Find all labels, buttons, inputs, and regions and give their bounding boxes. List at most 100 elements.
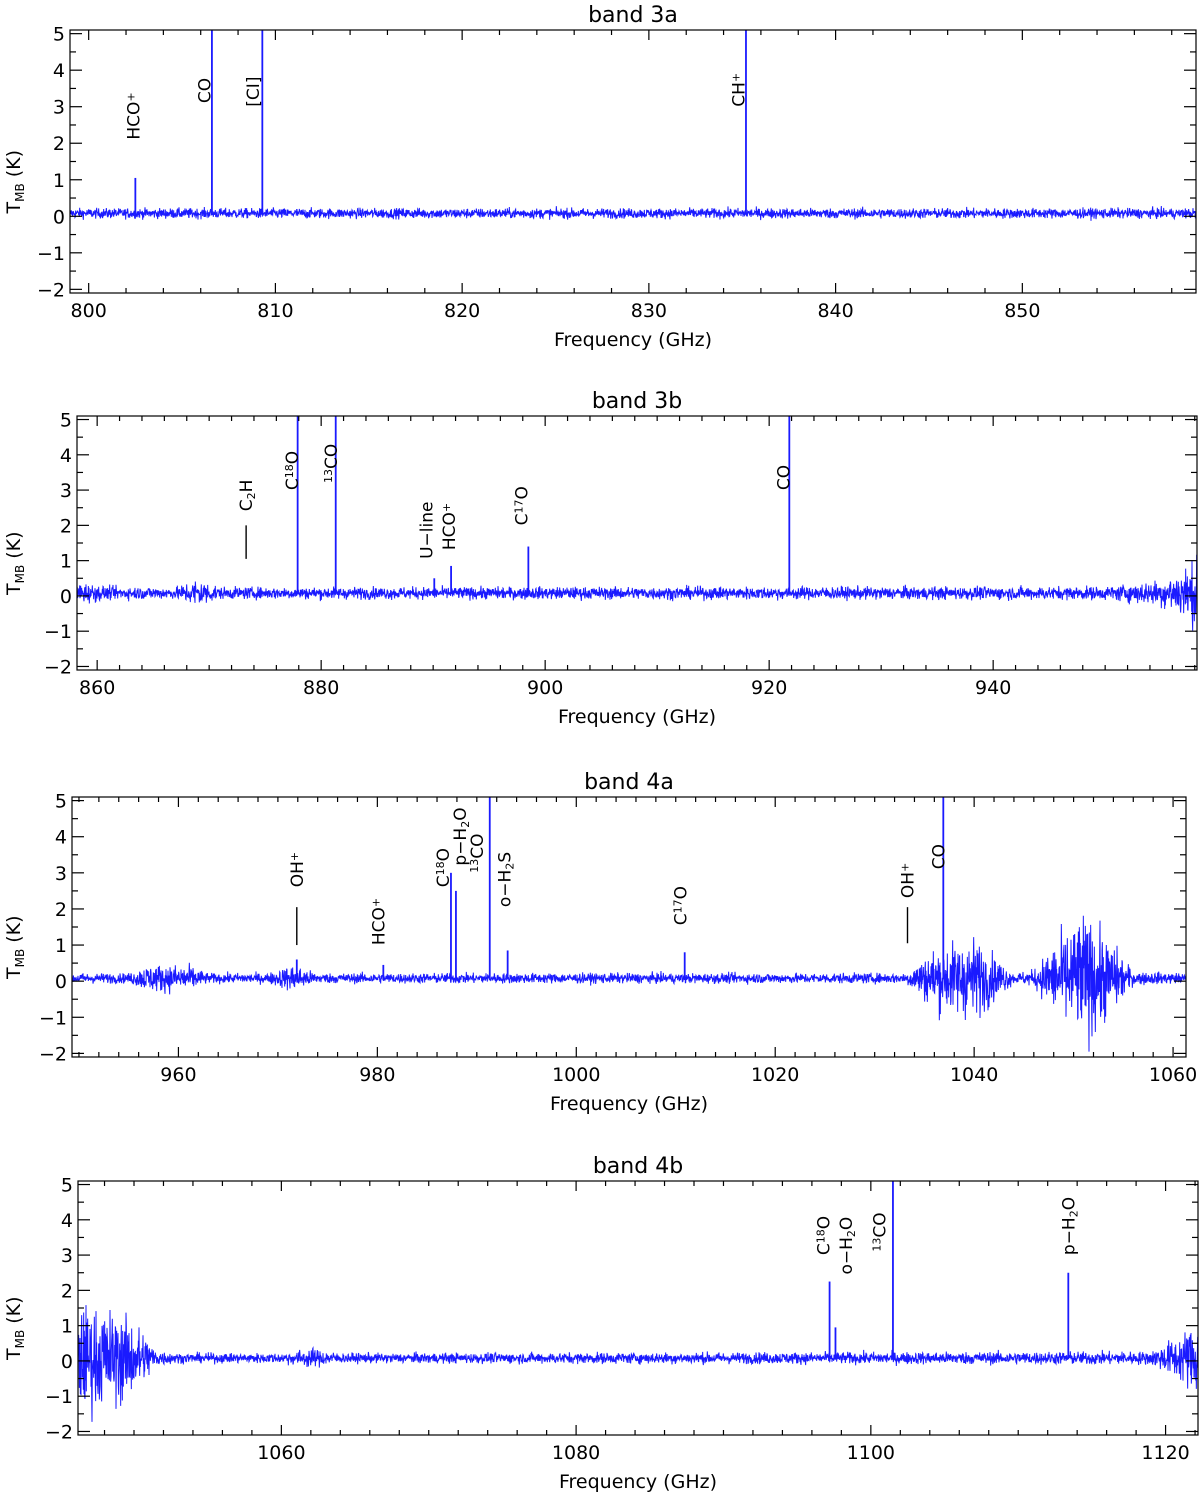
species-label-part: + <box>125 92 138 101</box>
species-label-part: HCO <box>369 907 389 945</box>
x-tick-label: 1120 <box>1141 1442 1189 1464</box>
y-tick-label: 1 <box>60 551 72 573</box>
y-tick-label: 2 <box>53 133 65 155</box>
y-tick-label: 1 <box>55 935 67 957</box>
species-label: HCO+ <box>125 92 145 139</box>
species-label: 13CO <box>322 444 342 483</box>
y-axis-label-unit: (K) <box>3 1296 25 1329</box>
y-tick-label: 4 <box>53 60 65 82</box>
species-label-part: C <box>672 913 692 925</box>
species-label: p−H2O <box>1059 1197 1080 1255</box>
x-tick-label: 1040 <box>950 1064 998 1086</box>
x-tick-label: 1000 <box>552 1064 600 1086</box>
x-tick-label: 940 <box>975 677 1011 699</box>
species-label: HCO+ <box>369 898 389 945</box>
y-axis-label: TMB (K) <box>3 1296 27 1361</box>
x-axis-label: Frequency (GHz) <box>554 329 712 351</box>
species-label-part: O <box>451 807 471 820</box>
species-label-part: 13 <box>322 469 335 483</box>
y-tick-label: 3 <box>61 1245 73 1267</box>
spectrum-trace <box>78 1305 1198 1422</box>
species-label: C18O <box>434 848 454 887</box>
species-label: 13CO <box>468 834 488 873</box>
x-tick-label: 1080 <box>552 1442 600 1464</box>
species-label-part: o−H <box>496 870 516 907</box>
species-label-part: + <box>730 73 743 82</box>
species-label-part: HCO <box>125 102 145 140</box>
species-label: o−H2O <box>837 1217 858 1275</box>
species-label-part: [CI] <box>244 77 264 107</box>
panel-title: band 4b <box>593 1154 683 1179</box>
species-label-part: + <box>899 863 912 872</box>
y-tick-label: −2 <box>45 1421 73 1443</box>
y-tick-label: 4 <box>61 1210 73 1232</box>
species-label-part: 2 <box>503 863 516 870</box>
species-label-part: O <box>1059 1197 1079 1210</box>
y-tick-label: 5 <box>55 791 67 813</box>
species-label: OH+ <box>288 852 308 887</box>
x-axis-label: Frequency (GHz) <box>550 1093 708 1115</box>
x-tick-label: 900 <box>527 677 563 699</box>
species-label-part: O <box>837 1217 857 1230</box>
species-label-part: 2 <box>845 1230 858 1237</box>
species-label-part: C <box>434 875 454 887</box>
x-axis-label: Frequency (GHz) <box>558 706 716 728</box>
species-label: HCO+ <box>440 503 460 550</box>
species-label: CO <box>195 78 215 103</box>
y-tick-label: −1 <box>37 243 65 265</box>
panel-title: band 3b <box>592 389 682 414</box>
x-tick-label: 850 <box>1004 300 1040 322</box>
y-axis-label-unit: (K) <box>3 150 25 183</box>
panel-title: band 3a <box>588 3 678 28</box>
x-tick-label: 920 <box>751 677 787 699</box>
y-tick-label: 4 <box>60 445 72 467</box>
y-tick-label: 3 <box>60 480 72 502</box>
y-axis-label-main: T <box>3 202 25 215</box>
y-tick-label: −2 <box>37 279 65 301</box>
species-label: p−H2O <box>451 807 472 865</box>
y-tick-label: 1 <box>61 1316 73 1338</box>
species-label-part: O <box>513 486 533 499</box>
x-tick-label: 800 <box>71 300 107 322</box>
y-tick-label: −1 <box>45 1386 73 1408</box>
panel-band-4b: 1060 1080 1100 1120 −2 −1 0 1 2 3 4 5 band 4b Frequen… <box>3 1154 1199 1493</box>
species-label: [CI] <box>244 77 264 107</box>
x-tick-label: 810 <box>257 300 293 322</box>
species-label-part: + <box>440 503 453 512</box>
species-label-part: 2 <box>459 821 472 828</box>
species-label-part: CO <box>195 78 215 103</box>
y-tick-label: 2 <box>61 1280 73 1302</box>
x-tick-label: 820 <box>444 300 480 322</box>
species-label: C2H <box>237 480 258 512</box>
species-label-part: 17 <box>672 899 685 913</box>
species-label-part: HCO <box>440 512 460 550</box>
x-axis-label: Frequency (GHz) <box>559 1471 717 1493</box>
x-tick-label: 860 <box>79 677 115 699</box>
y-axis-label-main: T <box>3 583 25 596</box>
x-tick-label: 840 <box>817 300 853 322</box>
species-label-part: C <box>513 514 533 526</box>
species-label: CO <box>775 465 795 490</box>
y-axis-label: TMB (K) <box>3 915 27 980</box>
species-label: U−line <box>417 502 437 559</box>
y-tick-label: 2 <box>55 899 67 921</box>
species-label-part: + <box>369 898 382 907</box>
plot-frame <box>71 796 1187 1058</box>
y-tick-label: −1 <box>39 1007 67 1029</box>
species-label-part: 2 <box>245 492 258 499</box>
species-label-part: 13 <box>468 859 481 873</box>
species-label: C18O <box>283 451 303 490</box>
y-axis-label: TMB (K) <box>3 150 27 215</box>
x-tick-label: 830 <box>631 300 667 322</box>
y-tick-label: 0 <box>53 206 65 228</box>
x-tick-label: 880 <box>303 677 339 699</box>
species-label-part: o−H <box>837 1237 857 1274</box>
panel-band-3b: 860 880 900 920 940 −2 −1 0 1 2 3 4 5 band 3b Frequenc… <box>3 389 1198 728</box>
y-tick-label: 3 <box>55 863 67 885</box>
species-label-part: O <box>283 451 303 464</box>
species-label: C17O <box>513 486 533 525</box>
species-label-part: H <box>237 480 257 493</box>
x-tick-label: 1020 <box>751 1064 799 1086</box>
y-tick-label: 3 <box>53 97 65 119</box>
